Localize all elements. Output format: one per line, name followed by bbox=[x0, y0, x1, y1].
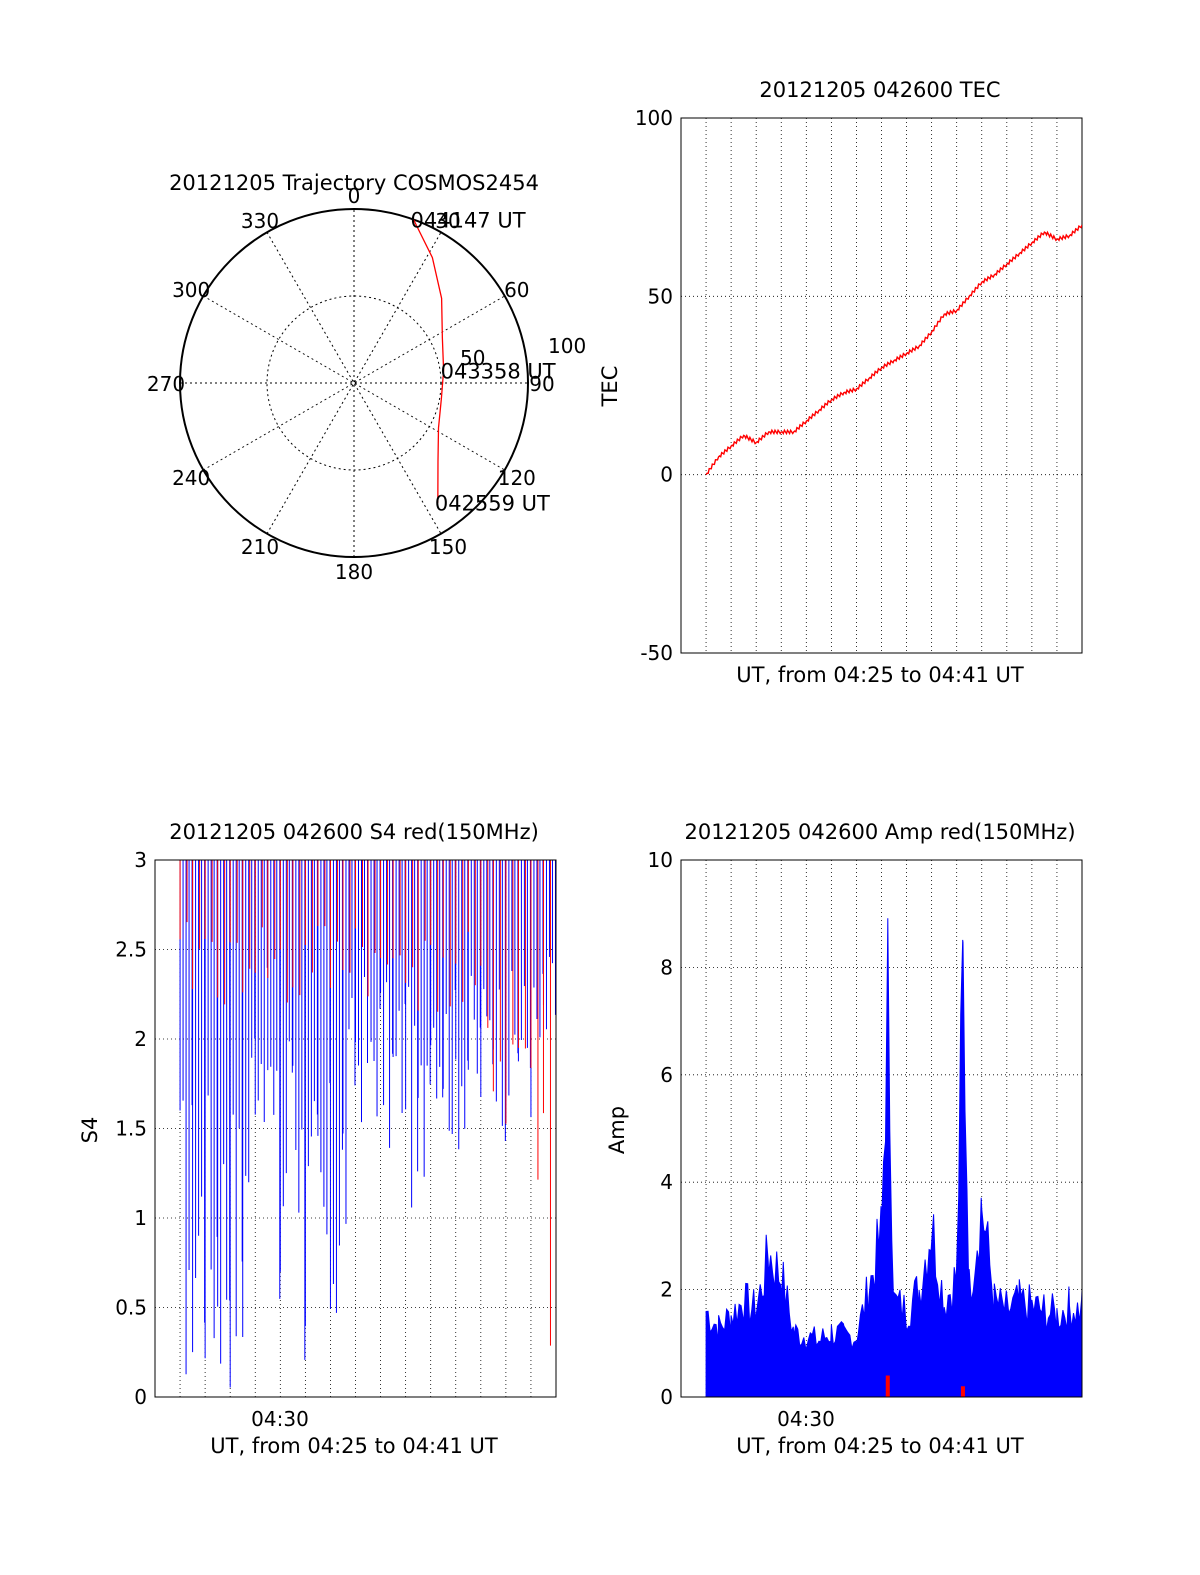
polar-azimuth-label: 270 bbox=[147, 372, 185, 396]
tec-y-tick-label: -50 bbox=[640, 641, 673, 665]
polar-azimuth-label: 0 bbox=[348, 184, 361, 208]
tec-y-tick-label: 0 bbox=[660, 463, 673, 487]
polar-azimuth-labels: 0 30 60 90 120 150 180 210 240 270 300 330 bbox=[147, 184, 555, 584]
amp-series-blue bbox=[705, 918, 1082, 1397]
polar-azimuth-label: 240 bbox=[172, 466, 210, 490]
s4-y-tick-label: 3 bbox=[134, 848, 147, 872]
polar-spoke bbox=[266, 232, 442, 534]
amp-panel: 20121205 042600 Amp red(150MHz) 1086420 … bbox=[605, 820, 1083, 1458]
tec-y-tick-label: 100 bbox=[635, 106, 673, 130]
tec-x-axis-label: UT, from 04:25 to 04:41 UT bbox=[736, 663, 1024, 687]
s4-y-tick-label: 0 bbox=[134, 1385, 147, 1409]
tec-y-axis-label: TEC bbox=[598, 366, 622, 408]
amp-red-spike bbox=[960, 1386, 965, 1397]
amp-y-tick-label: 4 bbox=[660, 1170, 673, 1194]
s4-y-axis-label: S4 bbox=[78, 1117, 102, 1144]
polar-spoke bbox=[203, 295, 505, 471]
polar-time-annotation: 042559 UT bbox=[435, 492, 550, 516]
tec-plot-frame bbox=[680, 117, 1083, 654]
s4-y-tick-label: 1 bbox=[134, 1206, 147, 1230]
polar-panel: 20121205 Trajectory COSMOS2454 0 30 60 90 12… bbox=[147, 171, 586, 584]
amp-y-tick-label: 6 bbox=[660, 1063, 673, 1087]
polar-azimuth-label: 120 bbox=[498, 466, 536, 490]
tec-grid bbox=[681, 118, 1082, 653]
polar-radial-label-50: 50 bbox=[460, 346, 485, 370]
s4-plot-frame bbox=[154, 859, 557, 1398]
amp-series-red bbox=[885, 1375, 965, 1397]
amp-y-tick-label: 0 bbox=[660, 1385, 673, 1409]
polar-azimuth-label: 330 bbox=[241, 209, 279, 233]
tec-y-tick-label: 50 bbox=[648, 284, 673, 308]
polar-azimuth-label: 150 bbox=[429, 535, 467, 559]
polar-azimuth-label: 60 bbox=[504, 278, 529, 302]
amp-y-tick-labels: 10 8 6 4 2 0 bbox=[648, 848, 673, 1409]
tec-title: 20121205 042600 TEC bbox=[759, 78, 1000, 102]
tec-y-tick-labels: 100 50 0 -50 bbox=[635, 106, 673, 665]
s4-x-axis-label: UT, from 04:25 to 04:41 UT bbox=[210, 1434, 498, 1458]
s4-y-tick-label: 1.5 bbox=[115, 1117, 147, 1141]
polar-spoke bbox=[266, 232, 442, 534]
amp-y-axis-label: Amp bbox=[605, 1106, 629, 1154]
tec-series-line bbox=[705, 224, 1082, 476]
polar-azimuth-label: 210 bbox=[241, 535, 279, 559]
s4-title: 20121205 042600 S4 red(150MHz) bbox=[169, 820, 539, 844]
s4-series-red bbox=[179, 860, 551, 1346]
polar-azimuth-label: 30 bbox=[435, 209, 460, 233]
s4-y-tick-labels: 3 2.5 2 1.5 1 0.5 0 bbox=[115, 848, 147, 1409]
polar-time-annotation: 043358 UT bbox=[441, 359, 556, 383]
amp-y-tick-label: 2 bbox=[660, 1278, 673, 1302]
amp-x-axis-label: UT, from 04:25 to 04:41 UT bbox=[736, 1434, 1024, 1458]
amp-y-tick-label: 10 bbox=[648, 848, 673, 872]
polar-trajectory-line bbox=[412, 219, 445, 503]
polar-ring-50 bbox=[266, 295, 442, 471]
polar-azimuth-label: 180 bbox=[335, 560, 373, 584]
amp-x-tick-label: 04:30 bbox=[777, 1407, 835, 1431]
amp-y-tick-label: 8 bbox=[660, 955, 673, 979]
polar-title: 20121205 Trajectory COSMOS2454 bbox=[169, 171, 539, 195]
s4-y-tick-label: 2.5 bbox=[115, 938, 147, 962]
amp-red-spike bbox=[885, 1375, 890, 1397]
tec-panel: 20121205 042600 TEC 100 50 0 -50 TEC UT, fr… bbox=[598, 78, 1083, 687]
s4-x-tick-label: 04:30 bbox=[251, 1407, 309, 1431]
s4-panel: 20121205 042600 S4 red(150MHz) 3 2.5 2 1.5 1… bbox=[78, 820, 557, 1458]
amp-plot-frame bbox=[680, 859, 1083, 1398]
polar-annotations: 044147 UT 043358 UT 042559 UT bbox=[411, 208, 556, 515]
polar-azimuth-label: 90 bbox=[529, 372, 554, 396]
s4-y-tick-label: 2 bbox=[134, 1027, 147, 1051]
polar-radial-label-100: 100 bbox=[548, 334, 586, 358]
polar-horizon-circle bbox=[179, 208, 529, 558]
polar-time-annotation: 044147 UT bbox=[411, 208, 526, 232]
polar-azimuth-label: 300 bbox=[172, 278, 210, 302]
polar-spoke bbox=[203, 295, 505, 471]
polar-grid bbox=[180, 209, 528, 557]
amp-title: 20121205 042600 Amp red(150MHz) bbox=[684, 820, 1075, 844]
s4-y-tick-label: 0.5 bbox=[115, 1296, 147, 1320]
